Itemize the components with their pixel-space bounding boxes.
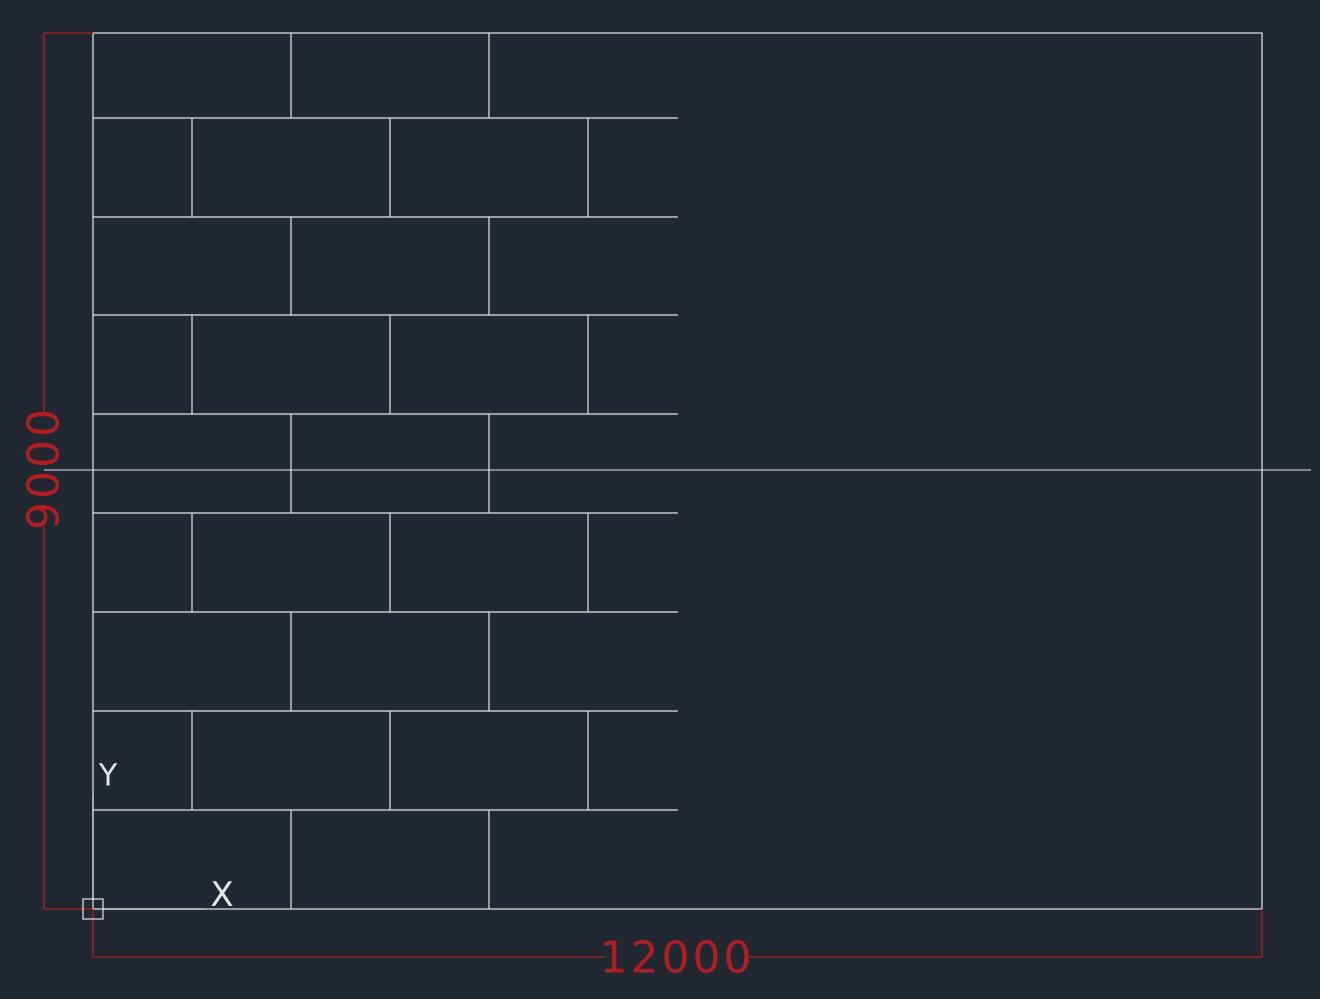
- floor-outline: [92, 32, 1263, 910]
- ucs-y-label: Y: [98, 759, 118, 794]
- height-dimension-label: 9000: [19, 406, 70, 530]
- ucs-icon: [82, 795, 205, 920]
- height-dimension: [43, 32, 93, 910]
- width-dimension: [92, 909, 1263, 958]
- ucs-x-label: X: [210, 875, 233, 915]
- tile-grid: [93, 33, 678, 909]
- width-dimension-label: 12000: [600, 933, 755, 984]
